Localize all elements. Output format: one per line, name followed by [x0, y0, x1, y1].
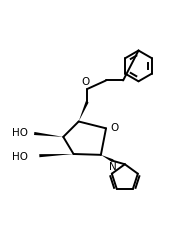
- Text: HO: HO: [12, 129, 28, 139]
- Text: O: O: [110, 123, 119, 133]
- Polygon shape: [101, 155, 114, 162]
- Text: N: N: [109, 162, 117, 172]
- Polygon shape: [39, 154, 74, 157]
- Polygon shape: [34, 132, 63, 137]
- Polygon shape: [79, 101, 89, 122]
- Text: O: O: [81, 77, 90, 87]
- Text: HO: HO: [12, 152, 28, 162]
